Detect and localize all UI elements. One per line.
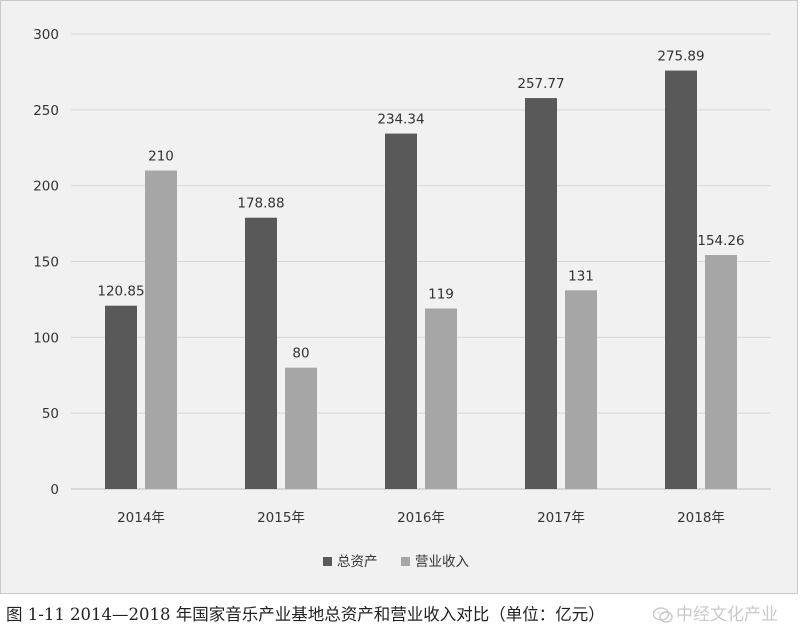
bars-layer	[105, 70, 737, 490]
watermark: 中经文化产业	[652, 598, 798, 632]
data-label: 210	[148, 149, 174, 165]
bar-revenue	[705, 255, 737, 489]
y-tick-label: 0	[50, 482, 59, 498]
bar-total-assets	[385, 133, 417, 489]
bar-revenue	[425, 308, 457, 489]
data-label: 275.89	[657, 49, 704, 65]
data-label: 80	[292, 346, 309, 362]
watermark-text: 中经文化产业	[676, 605, 778, 625]
x-tick-label: 2018年	[677, 510, 725, 526]
data-label: 131	[568, 268, 594, 284]
y-tick-label: 50	[42, 406, 59, 422]
data-label: 154.26	[697, 233, 744, 249]
chart-panel: 120.85 210 178.88 80 234.34 119 257.77 131 275.8…	[0, 0, 798, 594]
y-tick-label: 150	[33, 255, 59, 271]
x-axis-ticks: 2014年 2015年 2016年 2017年 2018年	[117, 510, 725, 526]
data-label: 178.88	[237, 196, 284, 212]
bar-revenue	[145, 170, 177, 489]
bar-total-assets	[245, 217, 277, 489]
bar-revenue	[285, 367, 317, 489]
data-label: 119	[428, 287, 454, 303]
data-labels-layer: 120.85 210 178.88 80 234.34 119 257.77 131 275.8…	[97, 49, 744, 362]
grid-layer	[71, 33, 771, 490]
y-tick-label: 300	[33, 27, 59, 43]
legend-swatch	[323, 557, 332, 566]
y-tick-label: 200	[33, 179, 59, 195]
x-tick-label: 2016年	[397, 510, 445, 526]
wechat-icon	[652, 607, 673, 623]
y-tick-label: 250	[33, 103, 59, 119]
y-tick-label: 100	[33, 330, 59, 346]
legend: 总资产 营业收入	[323, 554, 469, 570]
legend-label: 总资产	[337, 554, 378, 570]
legend-label: 营业收入	[415, 554, 469, 570]
x-tick-label: 2017年	[537, 510, 585, 526]
y-axis-ticks: 0 50 100 150 200 250 300	[33, 27, 59, 498]
bar-revenue	[565, 290, 597, 489]
x-tick-label: 2015年	[257, 510, 305, 526]
data-label: 120.85	[97, 284, 144, 300]
bar-chart: 120.85 210 178.88 80 234.34 119 257.77 131 275.8…	[33, 27, 771, 570]
data-label: 234.34	[377, 112, 424, 128]
figure-caption: 图 1-11 2014—2018 年国家音乐产业基地总资产和营业收入对比（单位：…	[6, 605, 605, 624]
bar-total-assets	[525, 98, 557, 490]
bar-total-assets	[665, 70, 697, 489]
x-tick-label: 2014年	[117, 510, 165, 526]
legend-swatch	[401, 557, 410, 566]
data-label: 257.77	[517, 76, 564, 92]
bar-total-assets	[105, 305, 137, 489]
